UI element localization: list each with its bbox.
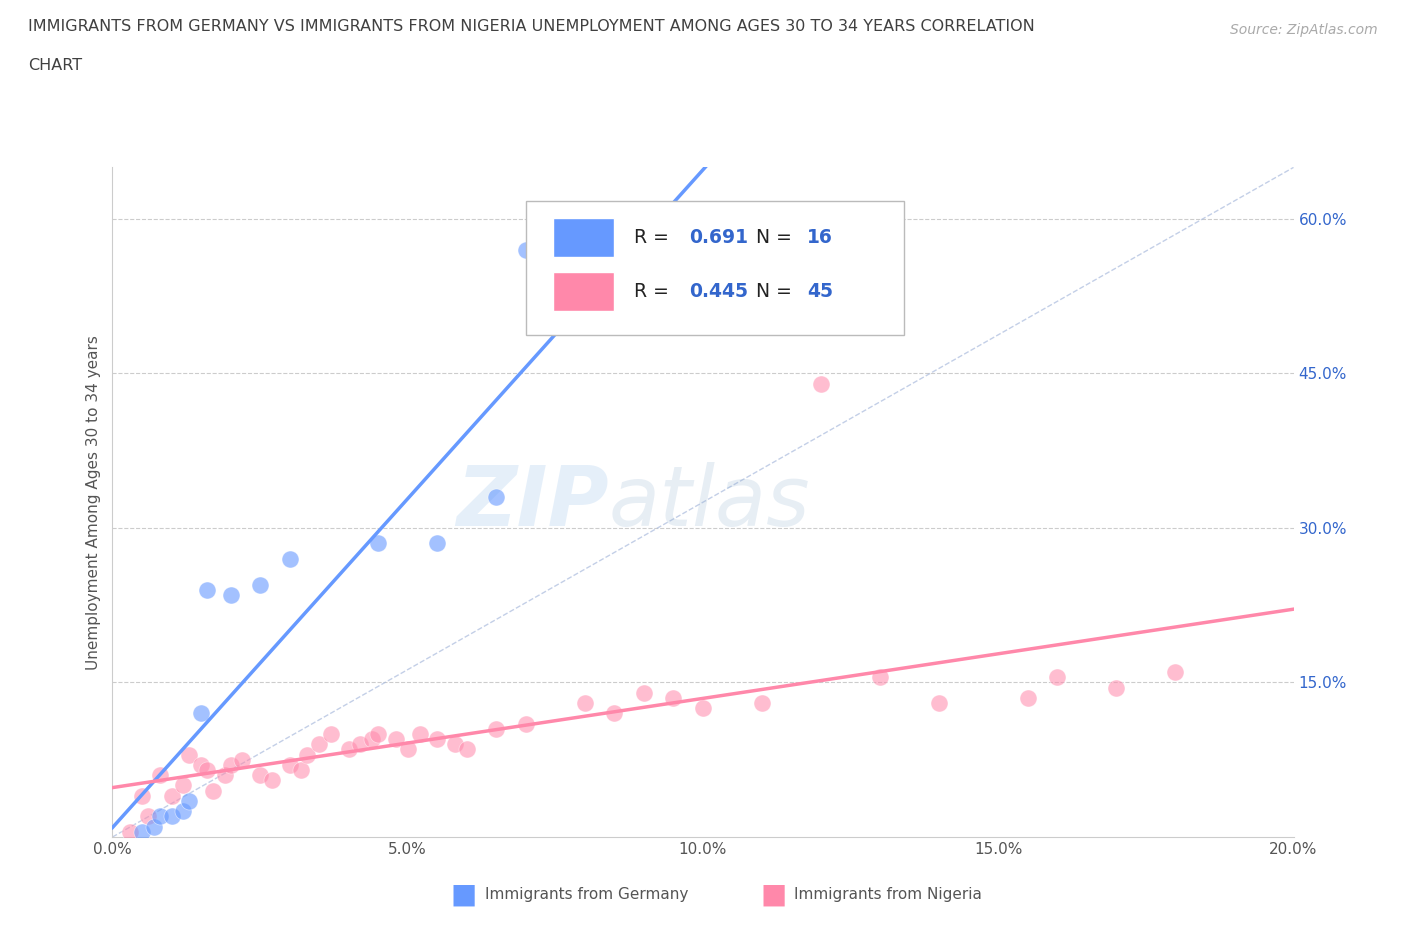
Point xyxy=(385,732,408,747)
Point xyxy=(160,789,183,804)
Point xyxy=(190,757,212,772)
Text: 45: 45 xyxy=(807,282,832,300)
Point xyxy=(219,757,242,772)
Point xyxy=(603,706,626,721)
Point xyxy=(172,778,194,793)
Point xyxy=(751,696,773,711)
Point xyxy=(361,732,384,747)
Point xyxy=(290,763,312,777)
Point xyxy=(214,768,236,783)
Point xyxy=(456,742,478,757)
Point xyxy=(260,773,283,788)
Point xyxy=(396,742,419,757)
Point xyxy=(278,757,301,772)
Point xyxy=(515,716,537,731)
Point xyxy=(869,670,891,684)
Point xyxy=(1017,690,1039,705)
Text: 16: 16 xyxy=(807,228,832,247)
Text: R =: R = xyxy=(634,228,675,247)
Point xyxy=(1046,670,1069,684)
Point xyxy=(367,536,389,551)
Point xyxy=(1105,680,1128,695)
Point xyxy=(426,536,449,551)
Text: ■: ■ xyxy=(451,881,477,909)
Point xyxy=(219,588,242,603)
FancyBboxPatch shape xyxy=(553,218,614,258)
Text: 0.691: 0.691 xyxy=(689,228,748,247)
Point xyxy=(195,763,218,777)
Text: ■: ■ xyxy=(761,881,786,909)
Point xyxy=(136,809,159,824)
Text: R =: R = xyxy=(634,282,675,300)
Point xyxy=(201,783,224,798)
Point xyxy=(1164,665,1187,680)
Text: N =: N = xyxy=(744,228,799,247)
Point xyxy=(249,578,271,592)
Text: 0.445: 0.445 xyxy=(689,282,748,300)
Point xyxy=(179,793,201,808)
Point xyxy=(131,824,153,839)
Point xyxy=(308,737,330,751)
Point xyxy=(179,747,201,762)
Y-axis label: Unemployment Among Ages 30 to 34 years: Unemployment Among Ages 30 to 34 years xyxy=(86,335,101,670)
Point xyxy=(633,258,655,272)
Point xyxy=(426,732,449,747)
Text: N =: N = xyxy=(744,282,799,300)
Point xyxy=(485,722,508,737)
Point xyxy=(485,489,508,504)
Point xyxy=(444,737,467,751)
Point xyxy=(367,726,389,741)
Point xyxy=(297,747,319,762)
Point xyxy=(131,789,153,804)
FancyBboxPatch shape xyxy=(553,272,614,311)
Text: Source: ZipAtlas.com: Source: ZipAtlas.com xyxy=(1230,23,1378,37)
Point xyxy=(408,726,430,741)
Point xyxy=(195,582,218,597)
Text: Immigrants from Nigeria: Immigrants from Nigeria xyxy=(794,887,983,902)
Text: IMMIGRANTS FROM GERMANY VS IMMIGRANTS FROM NIGERIA UNEMPLOYMENT AMONG AGES 30 TO: IMMIGRANTS FROM GERMANY VS IMMIGRANTS FR… xyxy=(28,19,1035,33)
Point xyxy=(120,824,142,839)
Point xyxy=(249,768,271,783)
Point xyxy=(810,377,832,392)
Point xyxy=(319,726,342,741)
Point xyxy=(278,551,301,566)
Point xyxy=(692,701,714,716)
Point xyxy=(172,804,194,818)
Point xyxy=(337,742,360,757)
Point xyxy=(160,809,183,824)
Point xyxy=(633,685,655,700)
Point xyxy=(349,737,371,751)
Text: ZIP: ZIP xyxy=(456,461,609,543)
Text: CHART: CHART xyxy=(28,58,82,73)
Point xyxy=(231,752,253,767)
Point xyxy=(662,690,685,705)
Text: Immigrants from Germany: Immigrants from Germany xyxy=(485,887,689,902)
Point xyxy=(928,696,950,711)
Point xyxy=(515,243,537,258)
Point xyxy=(190,706,212,721)
Text: atlas: atlas xyxy=(609,461,810,543)
Point xyxy=(142,819,165,834)
Point xyxy=(149,809,172,824)
Point xyxy=(149,768,172,783)
Point xyxy=(574,696,596,711)
FancyBboxPatch shape xyxy=(526,201,904,335)
